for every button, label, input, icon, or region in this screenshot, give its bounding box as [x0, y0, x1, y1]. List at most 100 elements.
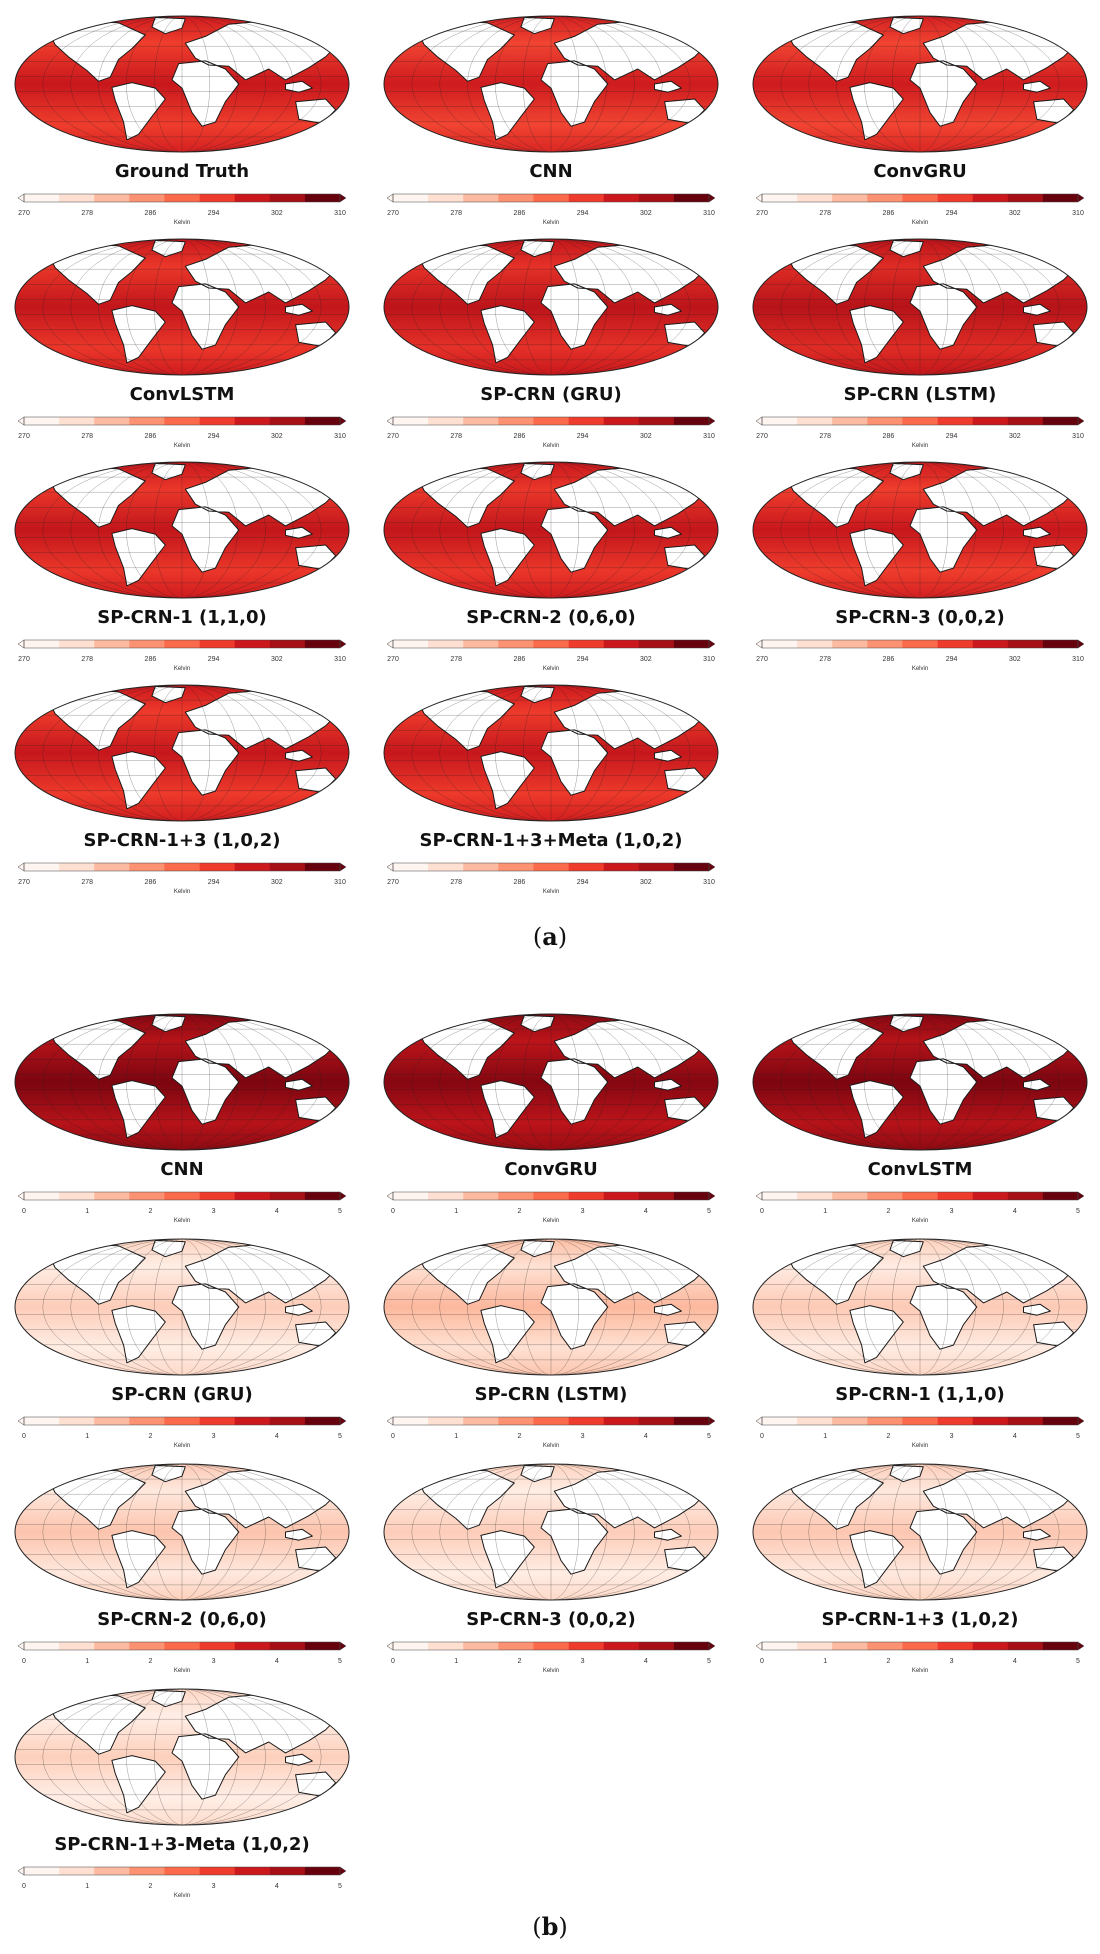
colorbar — [386, 416, 716, 426]
colorbar-segment — [568, 1192, 604, 1200]
colorbar-segment — [129, 1867, 165, 1875]
colorbar-segment — [129, 863, 165, 871]
world-map — [752, 1463, 1088, 1601]
graticule — [385, 16, 717, 152]
graticule — [385, 239, 717, 375]
continent-outlines — [785, 239, 1078, 364]
colorbar-segment — [1007, 417, 1044, 425]
colorbar-segment — [638, 1192, 675, 1200]
colorbar-tick-label: 294 — [945, 210, 958, 217]
colorbar-tick-label: 278 — [819, 210, 832, 217]
map-panel: SP-CRN-1 (1,1,0) 0 1 2 3 4 5 Kelvin — [750, 1233, 1090, 1458]
colorbar-segment — [673, 1642, 710, 1650]
continent-outlines — [416, 462, 709, 587]
map-border — [383, 1463, 719, 1601]
colorbar-segment — [304, 640, 341, 648]
map-panel: SP-CRN-3 (0,0,2) 270 278 286 294 302 310 Kelvin — [750, 456, 1090, 681]
colorbar-tick-label: 270 — [756, 433, 768, 440]
colorbar-segment — [533, 1417, 569, 1425]
map-border — [383, 238, 719, 376]
colorbar-segment — [673, 194, 710, 202]
colorbar-tick-label: 302 — [270, 433, 283, 440]
colorbar-tick-label: 0 — [22, 1433, 26, 1440]
colorbar-tick-label: 1 — [454, 1433, 459, 1440]
world-map — [383, 1238, 719, 1376]
colorbar-segment — [199, 194, 235, 202]
colorbar-segment — [24, 194, 60, 202]
graticule — [754, 462, 1086, 598]
colorbar-segment — [972, 417, 1009, 425]
colorbar-tick-label: 5 — [338, 1433, 342, 1440]
colorbar — [386, 639, 716, 649]
colorbar-tick-label: 270 — [387, 879, 399, 886]
colorbar-unit-label: Kelvin — [173, 443, 191, 449]
continent-outlines — [416, 16, 709, 141]
colorbar-segment — [269, 1867, 306, 1875]
colorbar-tick-label: 286 — [882, 210, 895, 217]
colorbar-tick-label: 294 — [207, 656, 220, 663]
colorbar-segment — [164, 1867, 200, 1875]
colorbar-min-arrow — [17, 1416, 25, 1426]
colorbar-segment — [59, 194, 95, 202]
colorbar-segment — [937, 194, 973, 202]
colorbar-segment — [603, 194, 640, 202]
map-border — [752, 1238, 1088, 1376]
panel-title: SP-CRN-1+3-Meta (1,0,2) — [54, 1834, 310, 1855]
colorbar-segment — [129, 1192, 165, 1200]
colorbar-segment — [867, 1642, 903, 1650]
map-border — [14, 1463, 350, 1601]
colorbar-segment — [832, 1417, 868, 1425]
colorbar-tick-label: 302 — [639, 879, 652, 886]
map-border — [14, 684, 350, 822]
colorbar-tick-label: 286 — [144, 433, 157, 440]
colorbar-segment — [498, 863, 534, 871]
colorbar-segment — [59, 863, 95, 871]
map-border — [752, 15, 1088, 153]
colorbar-tick-label: 286 — [144, 656, 157, 663]
graticule — [16, 1689, 348, 1825]
colorbar-max-arrow — [339, 1641, 347, 1651]
map-border — [383, 684, 719, 822]
colorbar-segment — [304, 1867, 341, 1875]
map-border — [14, 15, 350, 153]
colorbar-segment — [94, 863, 130, 871]
colorbar-frame — [392, 416, 710, 426]
graticule — [754, 239, 1086, 375]
colorbar-segment — [867, 1417, 903, 1425]
panel-title: SP-CRN-1 (1,1,0) — [835, 1384, 1005, 1405]
colorbar-segment — [94, 1192, 130, 1200]
subfigure-label-a: (a) — [532, 922, 568, 951]
colorbar-segment — [393, 1192, 429, 1200]
graticule — [385, 1239, 717, 1375]
colorbar-tick-label: 310 — [1072, 433, 1084, 440]
colorbar-tick-label: 310 — [703, 656, 715, 663]
panel-title: SP-CRN (LSTM) — [474, 1384, 628, 1405]
colorbar-tick-label: 270 — [387, 210, 399, 217]
colorbar-segment — [902, 194, 938, 202]
colorbar — [386, 1641, 716, 1651]
colorbar-min-arrow — [386, 862, 394, 872]
colorbar-tick-label: 286 — [144, 210, 157, 217]
map-panel: ConvGRU 0 1 2 3 4 5 Kelvin — [381, 1008, 721, 1233]
colorbar-tick-label: 286 — [144, 879, 157, 886]
map-panel: SP-CRN-1+3 (1,0,2) 0 1 2 3 4 5 Kelvin — [750, 1458, 1090, 1683]
colorbar-segment — [797, 1417, 833, 1425]
colorbar-segment — [797, 1192, 833, 1200]
colorbar-min-arrow — [755, 416, 763, 426]
continent-outlines — [416, 1239, 709, 1364]
colorbar-tick-label: 3 — [580, 1208, 585, 1215]
colorbar-segment — [972, 1642, 1009, 1650]
colorbar-tick-label: 270 — [18, 656, 30, 663]
world-map — [14, 1238, 350, 1376]
colorbar-segment — [199, 1867, 235, 1875]
colorbar-segment — [638, 1642, 675, 1650]
colorbar-segment — [94, 640, 130, 648]
continent-outlines — [47, 1689, 340, 1814]
map-border — [752, 1013, 1088, 1151]
continent-outlines — [47, 1239, 340, 1364]
map-panel: SP-CRN-3 (0,0,2) 0 1 2 3 4 5 Kelvin — [381, 1458, 721, 1683]
colorbar-segment — [533, 640, 569, 648]
colorbar-tick-label: 310 — [334, 210, 346, 217]
subfigure-label-b: (b) — [532, 1912, 568, 1941]
colorbar-segment — [164, 863, 200, 871]
